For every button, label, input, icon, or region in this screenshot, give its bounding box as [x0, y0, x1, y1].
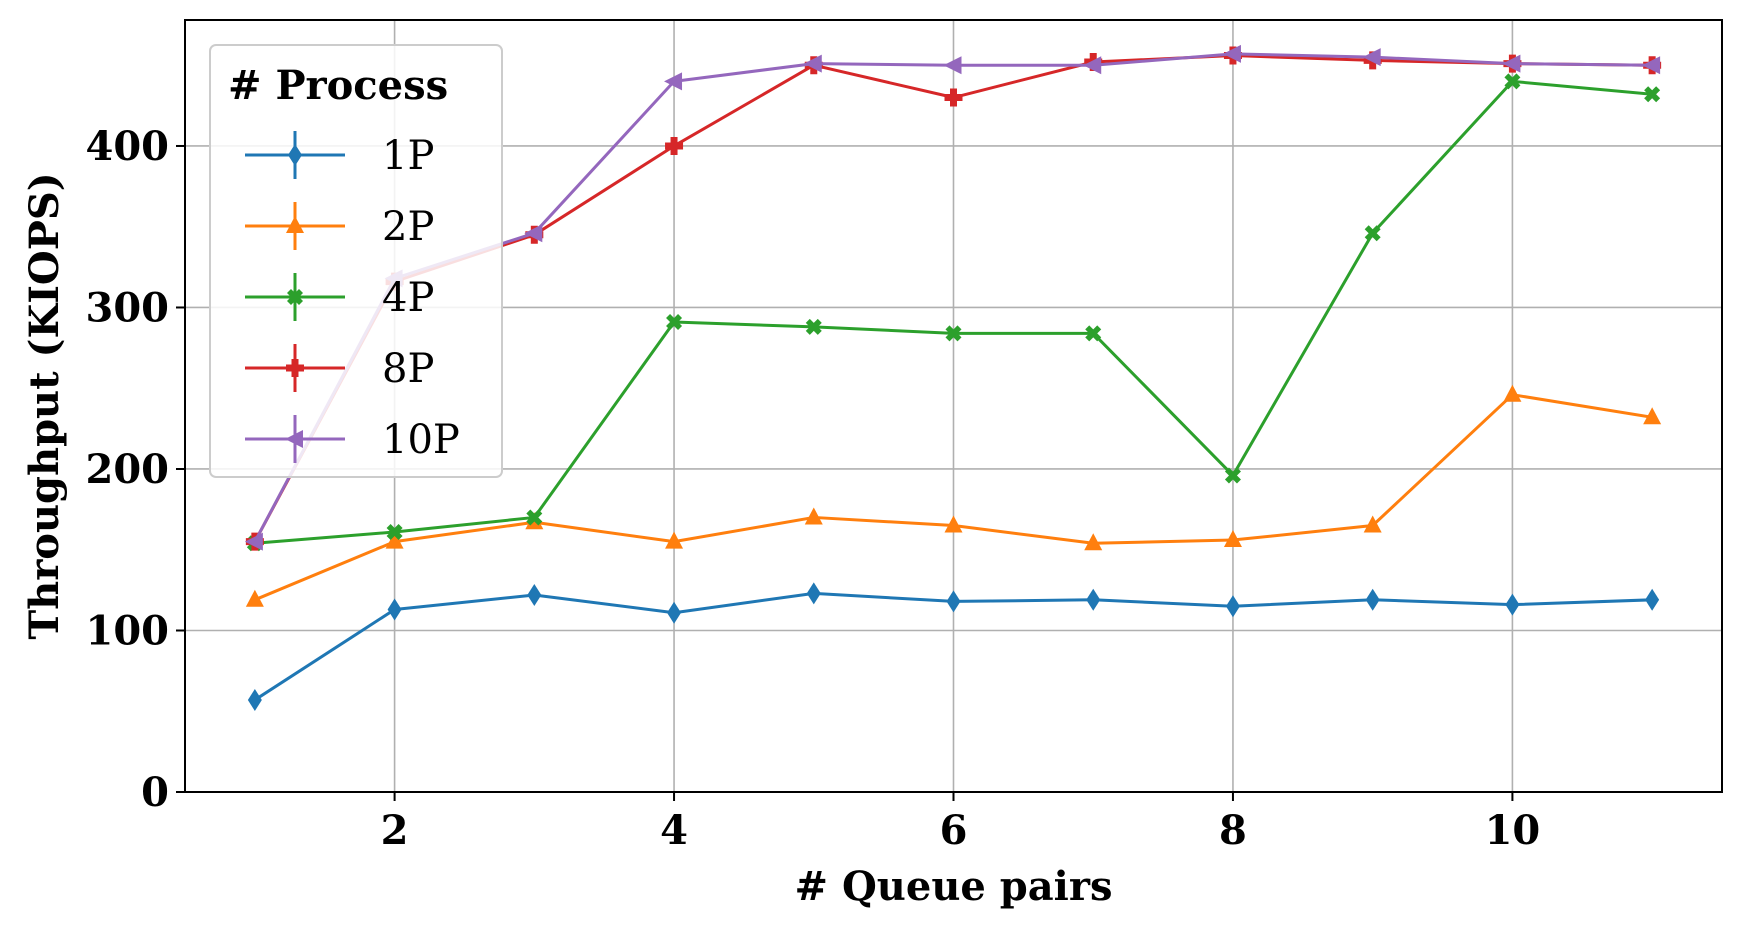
legend-entry-10P: 10P — [245, 415, 460, 463]
data-point-2P — [245, 589, 264, 607]
x-tick-label: 4 — [660, 807, 688, 854]
data-point-8P — [665, 136, 684, 155]
data-point-8P — [944, 88, 963, 107]
data-point-2P — [804, 507, 823, 525]
data-point-1P — [1225, 595, 1240, 618]
data-point-10P — [1362, 48, 1381, 67]
legend-swatch-marker — [286, 216, 304, 233]
data-point-4P — [1085, 325, 1102, 342]
data-point-4P — [666, 314, 683, 331]
y-tick-label: 100 — [86, 607, 170, 654]
data-point-10P — [943, 56, 962, 75]
data-point-2P — [1084, 533, 1103, 551]
data-point-1P — [1365, 588, 1380, 611]
data-point-10P — [1083, 56, 1102, 75]
data-point-1P — [806, 582, 821, 605]
data-point-1P — [247, 688, 262, 711]
legend-label: 4P — [382, 275, 434, 321]
x-tick-label: 10 — [1485, 807, 1541, 854]
x-axis-label: # Queue pairs — [795, 863, 1113, 910]
legend-entry-1P: 1P — [245, 131, 434, 179]
data-point-4P — [526, 509, 543, 526]
data-point-2P — [1363, 515, 1382, 533]
data-point-10P — [524, 224, 543, 243]
legend-swatch-marker — [287, 289, 303, 305]
data-point-2P — [665, 531, 684, 549]
data-point-4P — [1504, 73, 1521, 90]
data-point-1P — [946, 590, 961, 613]
data-point-4P — [1224, 467, 1241, 484]
data-point-2P — [1643, 407, 1662, 425]
legend-entry-2P: 2P — [245, 202, 434, 250]
data-point-4P — [805, 318, 822, 335]
data-point-10P — [1222, 44, 1241, 63]
y-axis-label: Throughput (KIOPS) — [21, 172, 68, 639]
data-point-4P — [1364, 225, 1381, 242]
data-point-4P — [386, 523, 403, 540]
data-point-2P — [1503, 384, 1522, 402]
series-4P — [246, 73, 1661, 552]
legend-swatch-marker — [285, 430, 303, 448]
legend-label: 1P — [382, 133, 434, 179]
data-point-1P — [1086, 588, 1101, 611]
y-tick-label: 200 — [86, 446, 170, 493]
data-point-1P — [1505, 593, 1520, 616]
data-point-2P — [385, 531, 404, 549]
data-point-10P — [803, 54, 822, 73]
data-point-1P — [387, 598, 402, 621]
data-point-10P — [664, 72, 683, 91]
legend-swatch-marker — [286, 359, 304, 377]
data-point-10P — [1642, 56, 1661, 75]
legend-swatch-marker — [288, 144, 302, 166]
data-point-2P — [1223, 530, 1242, 548]
x-tick-label: 8 — [1219, 807, 1247, 854]
legend-box — [209, 44, 503, 478]
legend-entry-4P: 4P — [245, 273, 434, 321]
data-point-1P — [527, 583, 542, 606]
series-1P — [247, 582, 1660, 711]
data-point-4P — [1644, 86, 1661, 103]
legend-label: 10P — [382, 417, 460, 463]
y-tick-label: 300 — [86, 284, 170, 331]
data-point-10P — [1502, 54, 1521, 73]
series-2P — [245, 384, 1662, 607]
y-tick-label: 0 — [141, 769, 169, 816]
data-point-4P — [945, 325, 962, 342]
legend: # Process 1P 2P 4P 8P 10P — [209, 44, 503, 478]
y-tick-label: 400 — [86, 123, 170, 170]
legend-label: 8P — [382, 346, 434, 392]
data-point-2P — [944, 515, 963, 533]
x-tick-label: 6 — [940, 807, 968, 854]
legend-entries: 1P 2P 4P 8P 10P — [245, 131, 460, 463]
legend-entry-8P: 8P — [245, 344, 434, 392]
legend-label: 2P — [382, 204, 434, 250]
data-point-1P — [1645, 588, 1660, 611]
legend-title: # Process — [228, 62, 448, 109]
data-point-1P — [667, 601, 682, 624]
x-tick-label: 2 — [381, 807, 409, 854]
data-point-10P — [244, 532, 263, 551]
